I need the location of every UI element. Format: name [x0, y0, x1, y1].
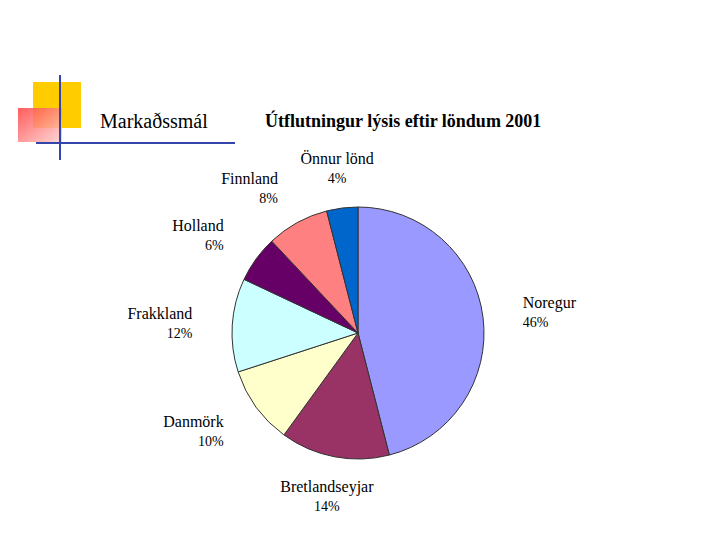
- svg-text:10%: 10%: [198, 434, 224, 449]
- svg-text:6%: 6%: [205, 238, 224, 253]
- svg-text:Frakkland: Frakkland: [127, 305, 192, 322]
- svg-text:46%: 46%: [523, 315, 549, 330]
- svg-text:12%: 12%: [167, 326, 193, 341]
- html-text:Markaðssmál: Markaðssmál: [100, 110, 208, 132]
- svg-text:Bretlandseyjar: Bretlandseyjar: [280, 478, 374, 496]
- svg-text:Önnur lönd: Önnur lönd: [301, 150, 374, 167]
- svg-text:Holland: Holland: [172, 217, 224, 234]
- svg-text:14%: 14%: [314, 499, 340, 514]
- svg-text:4%: 4%: [328, 171, 347, 186]
- svg-text:Noregur: Noregur: [523, 294, 577, 312]
- svg-text:Finnland: Finnland: [221, 170, 278, 187]
- svg-text:8%: 8%: [259, 191, 278, 206]
- svg-text:Danmörk: Danmörk: [163, 413, 223, 430]
- html-text:Útflutningur lýsis eftir löndu: Útflutningur lýsis eftir löndum 2001: [265, 111, 542, 131]
